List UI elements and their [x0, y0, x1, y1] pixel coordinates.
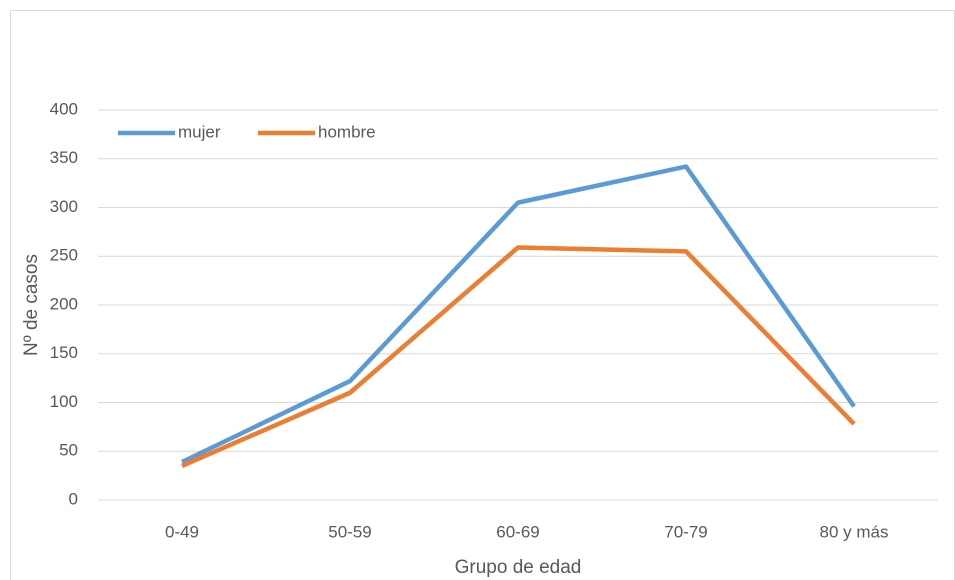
- y-tick-label: 150: [50, 343, 78, 362]
- x-axis-title: Grupo de edad: [455, 557, 582, 578]
- series-line: [181, 164, 856, 465]
- y-tick-label: 200: [50, 294, 78, 313]
- y-tick-label: 100: [50, 392, 78, 411]
- y-tick-label: 350: [50, 148, 78, 167]
- y-tick-label: 50: [59, 441, 78, 460]
- y-tick-label: 250: [50, 246, 78, 265]
- y-axis-title: Nº de casos: [21, 254, 42, 356]
- x-tick-label: 80 y más: [820, 522, 889, 541]
- y-tick-label: 0: [69, 489, 78, 508]
- chart-frame: [10, 10, 955, 580]
- series-line: [181, 245, 856, 468]
- x-tick-label: 60-69: [496, 522, 539, 541]
- legend-label: hombre: [318, 122, 376, 141]
- x-tick-label: 0-49: [165, 522, 199, 541]
- x-tick-label: 50-59: [328, 522, 371, 541]
- legend-label: mujer: [178, 122, 221, 141]
- x-tick-label: 70-79: [664, 522, 707, 541]
- y-tick-label: 300: [50, 197, 78, 216]
- y-tick-label: 400: [50, 99, 78, 118]
